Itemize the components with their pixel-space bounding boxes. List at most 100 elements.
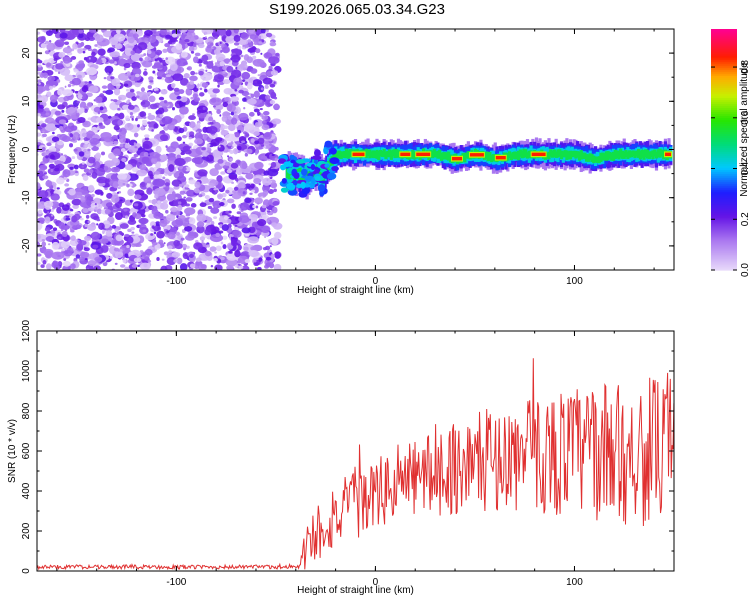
noise-speckle (212, 88, 220, 94)
noise-speckle (94, 206, 98, 211)
noise-speckle (84, 44, 92, 50)
noise-speckle (73, 69, 79, 73)
x-tick-label: 100 (566, 577, 583, 588)
noise-speckle (222, 125, 229, 129)
noise-speckle (225, 189, 230, 194)
noise-speckle (112, 148, 121, 156)
noise-speckle (254, 161, 264, 170)
ridge-cell (601, 152, 605, 161)
noise-speckle (179, 106, 189, 115)
ridge-cell (520, 150, 524, 159)
noise-speckle (67, 106, 76, 113)
noise-speckle (145, 232, 156, 241)
colorbar-cell (711, 155, 737, 159)
colorbar-label: Normalized spectral amplitude (739, 62, 750, 197)
noise-speckle (153, 231, 157, 235)
noise-speckle (180, 77, 189, 86)
noise-speckle (95, 152, 102, 159)
noise-speckle (262, 177, 272, 186)
noise-speckle (205, 250, 212, 257)
noise-speckle (230, 162, 239, 169)
noise-speckle (111, 194, 120, 204)
noise-speckle (139, 262, 151, 270)
colorbar-cell (711, 181, 737, 185)
noise-speckle (129, 199, 133, 203)
noise-speckle (101, 238, 109, 244)
noise-speckle (233, 111, 237, 114)
ridge-cell (339, 151, 343, 159)
colorbar-cell (711, 33, 737, 36)
noise-speckle (82, 174, 89, 181)
noise-speckle (81, 132, 87, 138)
noise-speckle (155, 90, 160, 95)
y-tick-label: -10 (21, 190, 32, 205)
noise-speckle (166, 230, 170, 234)
colorbar-cell (711, 195, 737, 199)
colorbar-cell (711, 231, 737, 235)
noise-speckle (241, 71, 251, 80)
noise-speckle (117, 107, 121, 111)
colorbar-cell (711, 183, 737, 187)
noise-speckle (170, 206, 178, 213)
noise-speckle (169, 201, 174, 206)
ridge-cell (619, 148, 623, 158)
noise-speckle (48, 85, 53, 90)
colorbar-cell (711, 43, 737, 46)
ridge-cell (563, 150, 567, 158)
noise-speckle (234, 250, 241, 258)
noise-speckle (166, 257, 176, 266)
noise-speckle (117, 186, 121, 190)
noise-speckle (57, 88, 63, 96)
noise-speckle (229, 158, 234, 161)
noise-speckle (224, 161, 231, 166)
noise-speckle (81, 161, 85, 165)
onset-blob (286, 182, 296, 190)
noise-speckle (269, 100, 276, 105)
noise-speckle (234, 264, 239, 268)
noise-speckle (207, 113, 212, 116)
noise-speckle (237, 182, 246, 191)
noise-speckle (164, 182, 170, 186)
y-tick-label: 1200 (21, 319, 32, 342)
noise-speckle (144, 256, 150, 261)
noise-speckle (59, 125, 64, 131)
noise-speckle (271, 206, 278, 214)
noise-speckle (201, 147, 206, 151)
noise-speckle (165, 145, 168, 148)
noise-speckle (137, 42, 148, 51)
ridge-cell (554, 151, 558, 158)
noise-speckle (193, 263, 200, 269)
ridge-cell (651, 150, 655, 160)
noise-speckle (219, 256, 225, 261)
noise-speckle (212, 149, 221, 158)
noise-speckle (81, 96, 86, 100)
noise-speckle (142, 116, 147, 119)
noise-speckle (235, 167, 243, 175)
ridge-cell (375, 149, 379, 159)
noise-speckle (87, 223, 97, 231)
noise-speckle (63, 258, 67, 261)
colorbar-cell (711, 157, 737, 161)
noise-speckle (116, 29, 121, 35)
noise-speckle (104, 65, 114, 74)
noise-speckle (74, 90, 79, 94)
ridge-cell (647, 151, 651, 159)
colorbar-cell (711, 67, 737, 70)
colorbar-cell (711, 245, 737, 249)
colorbar-cell (711, 247, 737, 251)
onset-blob (319, 190, 325, 197)
noise-speckle (81, 165, 85, 168)
ridge-cell (382, 148, 386, 158)
noise-speckle (164, 76, 174, 84)
noise-speckle (234, 131, 240, 138)
ridge-cell (371, 150, 376, 159)
noise-speckle (117, 178, 129, 187)
noise-speckle (91, 51, 96, 57)
noise-speckle (265, 94, 271, 101)
noise-speckle (44, 123, 58, 132)
noise-speckle (37, 142, 42, 146)
colorbar-cell (711, 159, 737, 163)
noise-speckle (184, 38, 190, 43)
noise-speckle (234, 224, 238, 227)
noise-speckle (116, 191, 120, 194)
